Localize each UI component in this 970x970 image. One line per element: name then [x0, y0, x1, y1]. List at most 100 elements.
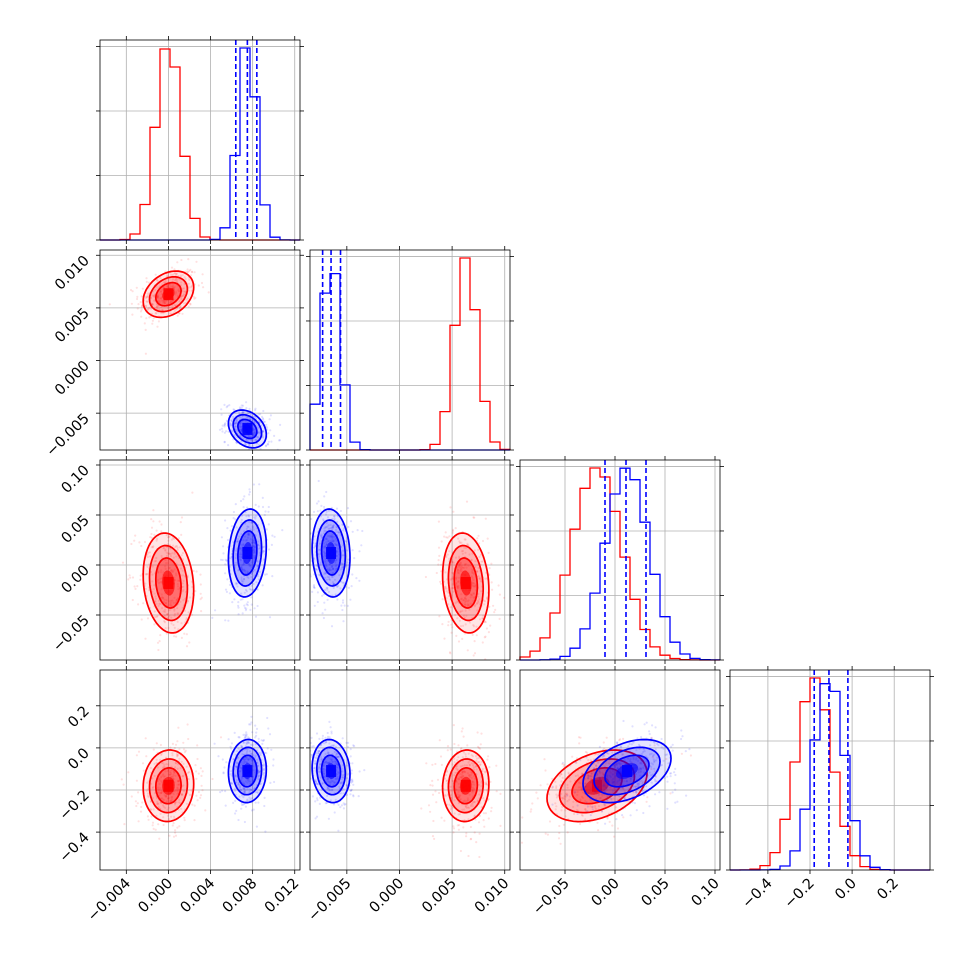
scatter-point: [443, 637, 446, 640]
scatter-point: [341, 566, 344, 569]
scatter-point: [459, 765, 462, 768]
scatter-point: [326, 794, 329, 798]
scatter-point: [666, 780, 669, 783]
scatter-point: [256, 790, 259, 794]
contour-line: [593, 746, 661, 796]
scatter-point: [612, 780, 615, 783]
scatter-point: [652, 758, 655, 761]
scatter-point: [587, 775, 590, 778]
scatter-point: [240, 429, 243, 432]
scatter-point: [225, 406, 228, 409]
scatter-point: [324, 526, 327, 529]
scatter-point: [469, 593, 472, 596]
scatter-point: [666, 775, 669, 778]
scatter-point: [244, 736, 247, 739]
scatter-point: [330, 788, 333, 792]
scatter-point: [278, 439, 282, 442]
scatter-point: [471, 570, 474, 573]
scatter-point: [350, 585, 353, 588]
scatter-point: [266, 716, 269, 720]
scatter-point: [251, 445, 254, 448]
scatter-point: [465, 500, 469, 503]
scatter-point: [163, 281, 166, 284]
scatter-point: [178, 801, 181, 804]
scatter-point: [167, 306, 171, 309]
scatter-point: [178, 757, 181, 760]
scatter-point: [159, 290, 163, 293]
scatter-point: [604, 804, 607, 807]
scatter-point: [341, 608, 344, 612]
scatter-point: [575, 761, 578, 765]
scatter-point: [243, 569, 246, 572]
scatter-point: [476, 537, 479, 540]
scatter-point: [159, 812, 162, 816]
scatter-point: [169, 555, 172, 558]
scatter-point: [254, 517, 257, 520]
scatter-point: [164, 567, 167, 571]
scatter-point: [200, 784, 203, 787]
scatter-point: [158, 602, 161, 605]
scatter-point: [166, 814, 170, 817]
scatter-point: [340, 792, 343, 795]
scatter-point: [173, 268, 176, 271]
scatter-point: [328, 578, 331, 582]
scatter-point: [139, 574, 142, 577]
scatter-point: [649, 774, 653, 777]
scatter-points-0: [121, 491, 203, 652]
scatter-point: [640, 759, 643, 762]
scatter-point: [473, 814, 476, 817]
scatter-point: [456, 768, 459, 771]
scatter-point: [458, 777, 461, 781]
scatter-point: [257, 775, 260, 778]
scatter-point: [166, 808, 169, 811]
scatter-point: [238, 434, 241, 437]
scatter-point: [451, 583, 454, 586]
scatter-point: [146, 553, 149, 556]
scatter-point: [140, 805, 143, 809]
scatter-point: [151, 796, 154, 800]
scatter-point: [313, 586, 316, 589]
scatter-point: [245, 607, 248, 610]
scatter-point: [150, 815, 153, 818]
scatter-point: [621, 807, 625, 810]
scatter-point: [160, 791, 163, 795]
scatter-point: [317, 750, 321, 753]
density-peak: [242, 422, 253, 435]
scatter-point: [240, 567, 243, 570]
scatter-point: [259, 544, 262, 547]
scatter-point: [159, 290, 162, 293]
scatter-point: [167, 609, 170, 612]
scatter-point: [446, 553, 449, 556]
scatter-point: [460, 568, 463, 571]
scatter-point: [246, 416, 249, 419]
scatter-point: [615, 762, 618, 766]
scatter-point: [335, 559, 338, 562]
scatter-point: [245, 590, 248, 593]
scatter-point: [464, 771, 467, 774]
scatter-point: [171, 284, 175, 287]
scatter-point: [610, 798, 613, 801]
scatter-point: [158, 520, 161, 523]
scatter-point: [140, 618, 143, 621]
scatter-point: [349, 748, 352, 751]
scatter-point: [561, 797, 565, 800]
scatter-point: [158, 308, 161, 311]
scatter-point: [445, 587, 448, 590]
scatter-point: [152, 808, 155, 811]
scatter-point: [224, 519, 227, 522]
scatter-point: [451, 586, 454, 590]
scatter-point: [249, 418, 252, 421]
scatter-point: [603, 784, 606, 788]
scatter-point: [642, 811, 645, 815]
scatter-point: [246, 799, 249, 802]
scatter-point: [257, 547, 260, 550]
scatter-point: [324, 608, 327, 611]
scatter-point: [681, 735, 684, 738]
scatter-point: [242, 781, 245, 784]
scatter-point: [180, 760, 183, 764]
scatter-point: [334, 745, 337, 748]
scatter-point: [481, 770, 484, 773]
scatter-point: [340, 804, 343, 807]
scatter-point: [237, 818, 240, 822]
hist-series-1: [100, 47, 300, 241]
